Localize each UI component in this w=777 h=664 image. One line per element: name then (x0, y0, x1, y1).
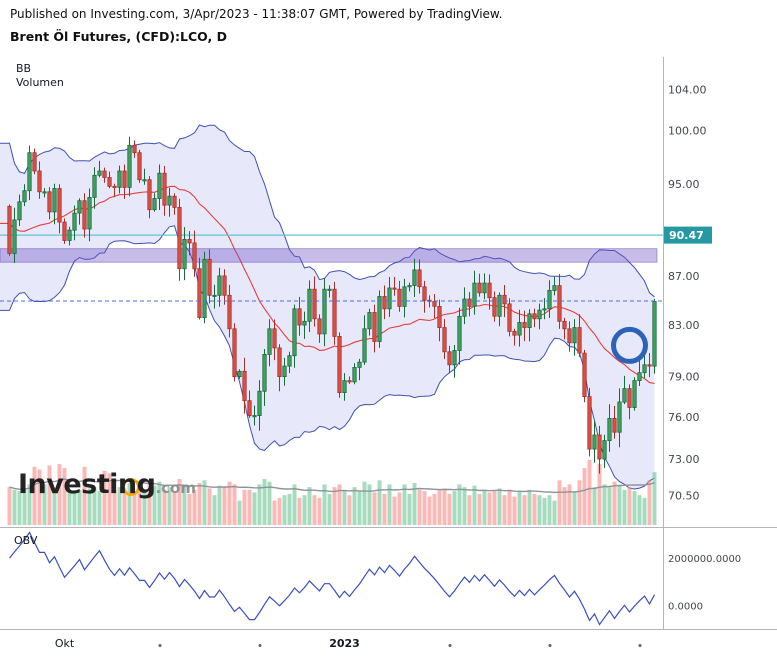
price-axis-label: 70.50 (668, 489, 700, 502)
bollinger-lower-line (0, 225, 655, 490)
time-axis-minor-tick (548, 644, 551, 647)
price-axis-label: 76.00 (668, 411, 700, 424)
bollinger-fill (0, 125, 655, 489)
obv-indicator-label: OBV (14, 534, 38, 547)
obv-line (9, 531, 656, 626)
logo-text: Investing (18, 469, 156, 500)
obv-axis-label: 0.0000 (668, 602, 703, 613)
logo-suffix: .com (155, 479, 196, 497)
price-axis-label: 83.00 (668, 319, 700, 332)
volume-bars (7, 460, 657, 525)
instrument-title: Brent Öl Futures, (CFD):LCO, D (10, 29, 228, 44)
price-axis-label: 73.00 (668, 453, 700, 466)
time-axis-minor-tick (158, 644, 161, 647)
obv-axis-label: 2000000.0000 (668, 554, 741, 565)
volume-ma-line (9, 478, 655, 494)
time-axis[interactable]: Okt 2023 (0, 630, 777, 664)
price-tag-label: 90.47 (669, 229, 704, 242)
time-axis-minor-tick (258, 644, 261, 647)
obv-panel[interactable]: 2000000.0000 0.0000 OBV (0, 528, 777, 630)
price-axis-label: 104.00 (668, 84, 707, 97)
price-chart-panel[interactable]: 104.00 100.00 95.00 87.00 83.00 79.00 76.00 73.… (0, 57, 777, 528)
price-tag[interactable] (664, 226, 712, 244)
circle-annotation[interactable] (611, 326, 648, 364)
time-axis-label: Okt (54, 637, 75, 650)
time-axis-label: 2023 (329, 637, 360, 650)
bollinger-upper-line (0, 124, 655, 298)
time-axis-minor-tick (448, 644, 451, 647)
resistance-zone[interactable] (0, 248, 658, 263)
price-axis-label: 87.00 (668, 270, 700, 283)
price-axis-label: 95.00 (668, 178, 700, 191)
price-chart-canvas[interactable]: 104.00 100.00 95.00 87.00 83.00 79.00 76.00 73.… (0, 57, 777, 527)
indicator-label-volumen: Volumen (16, 76, 64, 89)
indicator-label-bb: BB (16, 62, 32, 75)
logo-ring-icon (122, 478, 140, 496)
price-axis[interactable]: 104.00 100.00 95.00 87.00 83.00 79.00 76.00 73.… (668, 84, 707, 503)
price-axis-label: 100.00 (668, 125, 707, 138)
investing-logo-watermark: Investing.com (18, 469, 196, 509)
price-axis-label: 79.00 (668, 371, 700, 384)
published-caption: Published on Investing.com, 3/Apr/2023 -… (10, 7, 503, 21)
time-axis-minor-tick (638, 644, 641, 647)
obv-canvas[interactable]: 2000000.0000 0.0000 (0, 528, 777, 629)
indicator-legend: BB Volumen (16, 62, 64, 90)
bollinger-basis-line (0, 185, 655, 384)
candles (7, 136, 657, 474)
